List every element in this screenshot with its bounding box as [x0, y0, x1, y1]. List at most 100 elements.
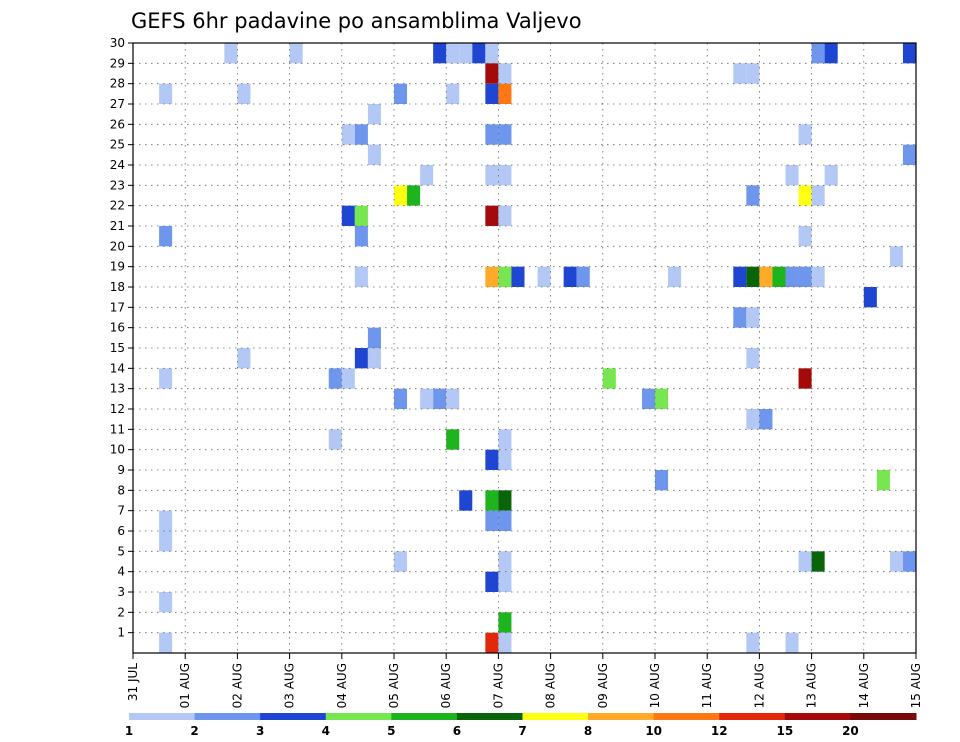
heatmap-cell — [485, 205, 499, 226]
heatmap-cell — [602, 368, 616, 389]
y-tick-label: 25 — [110, 138, 125, 152]
heatmap-cell — [420, 388, 434, 409]
heatmap-cell — [746, 409, 760, 430]
heatmap-cell — [485, 63, 499, 84]
heatmap-cell — [498, 83, 512, 104]
heatmap-cell — [420, 165, 434, 186]
colorbar-label: 2 — [190, 724, 198, 738]
heatmap-cell — [341, 124, 355, 145]
y-tick-label: 5 — [117, 544, 125, 558]
heatmap-cell — [746, 266, 760, 287]
x-tick-label: 04 AUG — [335, 663, 349, 708]
heatmap-cell — [498, 63, 512, 84]
heatmap-cell — [641, 388, 655, 409]
heatmap-cell — [394, 185, 408, 206]
heatmap-cell — [563, 266, 577, 287]
heatmap-cell — [876, 470, 890, 491]
heatmap-cell — [446, 43, 460, 64]
x-tick-label: 09 AUG — [596, 663, 610, 708]
heatmap-cell — [394, 83, 408, 104]
colorbar-segment — [391, 713, 458, 720]
colorbar-segment — [194, 713, 261, 720]
heatmap-cell — [367, 327, 381, 348]
heatmap-cell — [746, 185, 760, 206]
x-tick-label: 08 AUG — [544, 663, 558, 708]
colorbar-label: 20 — [842, 724, 859, 738]
heatmap-cell — [798, 368, 812, 389]
heatmap-cell — [746, 307, 760, 328]
heatmap-cell — [433, 388, 447, 409]
y-tick-label: 21 — [110, 219, 125, 233]
heatmap-cell — [341, 205, 355, 226]
colorbar-segment — [456, 713, 523, 720]
heatmap-cell — [785, 165, 799, 186]
heatmap-cell — [472, 43, 486, 64]
heatmap-cell — [159, 226, 173, 247]
heatmap-cell — [498, 551, 512, 572]
heatmap-cell — [485, 165, 499, 186]
heatmap-cell — [498, 449, 512, 470]
colorbar-label: 7 — [518, 724, 526, 738]
heatmap-cell — [498, 490, 512, 511]
y-tick-label: 8 — [117, 483, 125, 497]
y-tick-label: 18 — [110, 280, 125, 294]
y-tick-label: 1 — [117, 626, 125, 640]
heatmap-cell — [354, 348, 368, 369]
heatmap-cell — [328, 368, 342, 389]
y-tick-label: 30 — [110, 36, 125, 50]
colorbar-label: 15 — [776, 724, 793, 738]
y-tick-label: 24 — [110, 158, 125, 172]
y-tick-label: 12 — [110, 402, 125, 416]
colorbar-segment — [588, 713, 655, 720]
heatmap-cell — [746, 348, 760, 369]
heatmap-cell — [759, 266, 773, 287]
heatmap-cell — [367, 348, 381, 369]
heatmap-cell — [785, 266, 799, 287]
heatmap-cell — [863, 287, 877, 308]
heatmap-cell — [341, 368, 355, 389]
heatmap-cell — [485, 449, 499, 470]
y-tick-label: 26 — [110, 117, 125, 131]
heatmap-cell — [798, 266, 812, 287]
colorbar-segment — [260, 713, 327, 720]
heatmap-cell — [498, 124, 512, 145]
heatmap-cell — [785, 632, 799, 653]
heatmap-cell — [485, 571, 499, 592]
y-tick-label: 7 — [117, 504, 125, 518]
heatmap-cell — [668, 266, 682, 287]
heatmap-cell — [367, 104, 381, 125]
heatmap-cell — [498, 205, 512, 226]
heatmap-cell — [485, 266, 499, 287]
heatmap-cell — [354, 266, 368, 287]
x-tick-label: 13 AUG — [805, 663, 819, 708]
heatmap-cell — [354, 124, 368, 145]
heatmap-cell — [485, 124, 499, 145]
heatmap-cell — [798, 551, 812, 572]
heatmap-cell — [498, 510, 512, 531]
y-tick-label: 15 — [110, 341, 125, 355]
heatmap-cell — [446, 429, 460, 450]
x-tick-label: 12 AUG — [752, 663, 766, 708]
colorbar-segment — [653, 713, 720, 720]
y-tick-label: 9 — [117, 463, 125, 477]
x-tick-label: 07 AUG — [491, 663, 505, 708]
y-tick-label: 10 — [110, 443, 125, 457]
heatmap-cell — [446, 388, 460, 409]
colorbar-label: 4 — [322, 724, 330, 738]
heatmap-cell — [733, 307, 747, 328]
heatmap-cell — [159, 368, 173, 389]
heatmap-cell — [459, 43, 473, 64]
heatmap-cell — [159, 632, 173, 653]
colorbar-label: 6 — [453, 724, 461, 738]
heatmap-cell — [485, 632, 499, 653]
heatmap-cell — [498, 165, 512, 186]
y-tick-label: 11 — [110, 422, 125, 436]
heatmap-cell — [354, 205, 368, 226]
y-tick-label: 3 — [117, 585, 125, 599]
heatmap-cell — [159, 510, 173, 531]
heatmap-cell — [394, 388, 408, 409]
heatmap-cell — [798, 124, 812, 145]
y-tick-label: 20 — [110, 239, 125, 253]
heatmap-cell — [237, 348, 251, 369]
heatmap-cell — [328, 429, 342, 450]
